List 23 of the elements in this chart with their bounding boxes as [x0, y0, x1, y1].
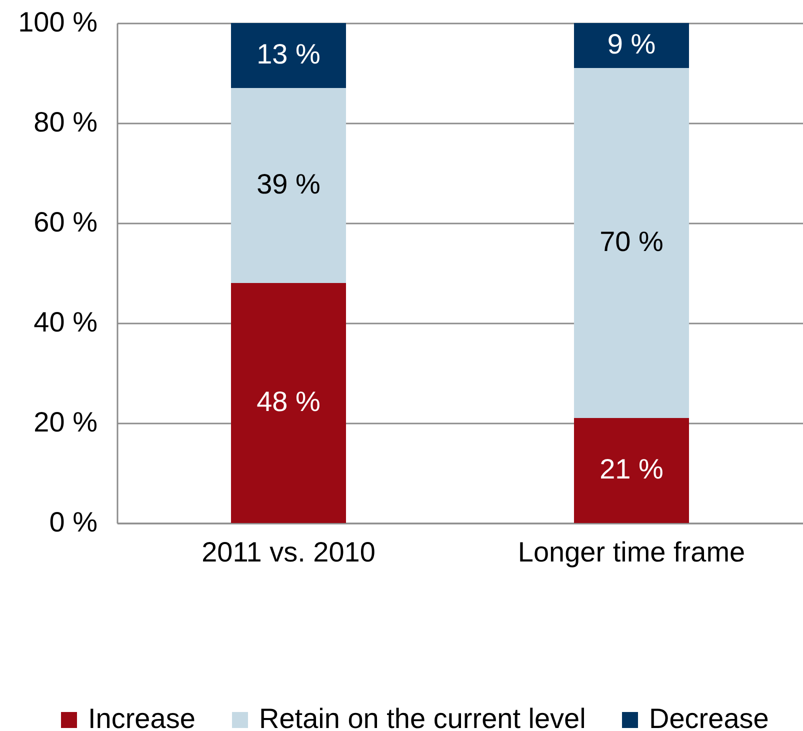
x-tick-label: 2011 vs. 2010: [202, 536, 376, 568]
legend-label: Decrease: [649, 703, 769, 731]
data-label: 9 %: [607, 28, 656, 60]
data-label: 21 %: [600, 454, 664, 484]
x-tick-label: Longer time frame: [518, 536, 746, 568]
y-tick-label: 20 %: [34, 406, 98, 438]
y-tick-label: 0 %: [49, 506, 98, 538]
data-label: 13 %: [256, 38, 320, 70]
bar: [231, 283, 346, 523]
data-label: 39 %: [256, 168, 320, 200]
y-tick-label: 80 %: [34, 106, 98, 138]
bar: [231, 88, 346, 283]
data-label: 48 %: [256, 386, 320, 417]
legend-label: Increase: [88, 703, 196, 731]
legend-label: Retain on the current level: [259, 703, 586, 731]
y-tick-label: 40 %: [34, 306, 98, 338]
y-tick-label: 60 %: [34, 206, 98, 238]
bar: [574, 23, 689, 68]
y-tick-label: 100 %: [18, 6, 98, 38]
bar: [231, 23, 346, 88]
bar: [574, 68, 689, 418]
data-label: 70 %: [600, 226, 664, 257]
bar: [574, 418, 689, 523]
